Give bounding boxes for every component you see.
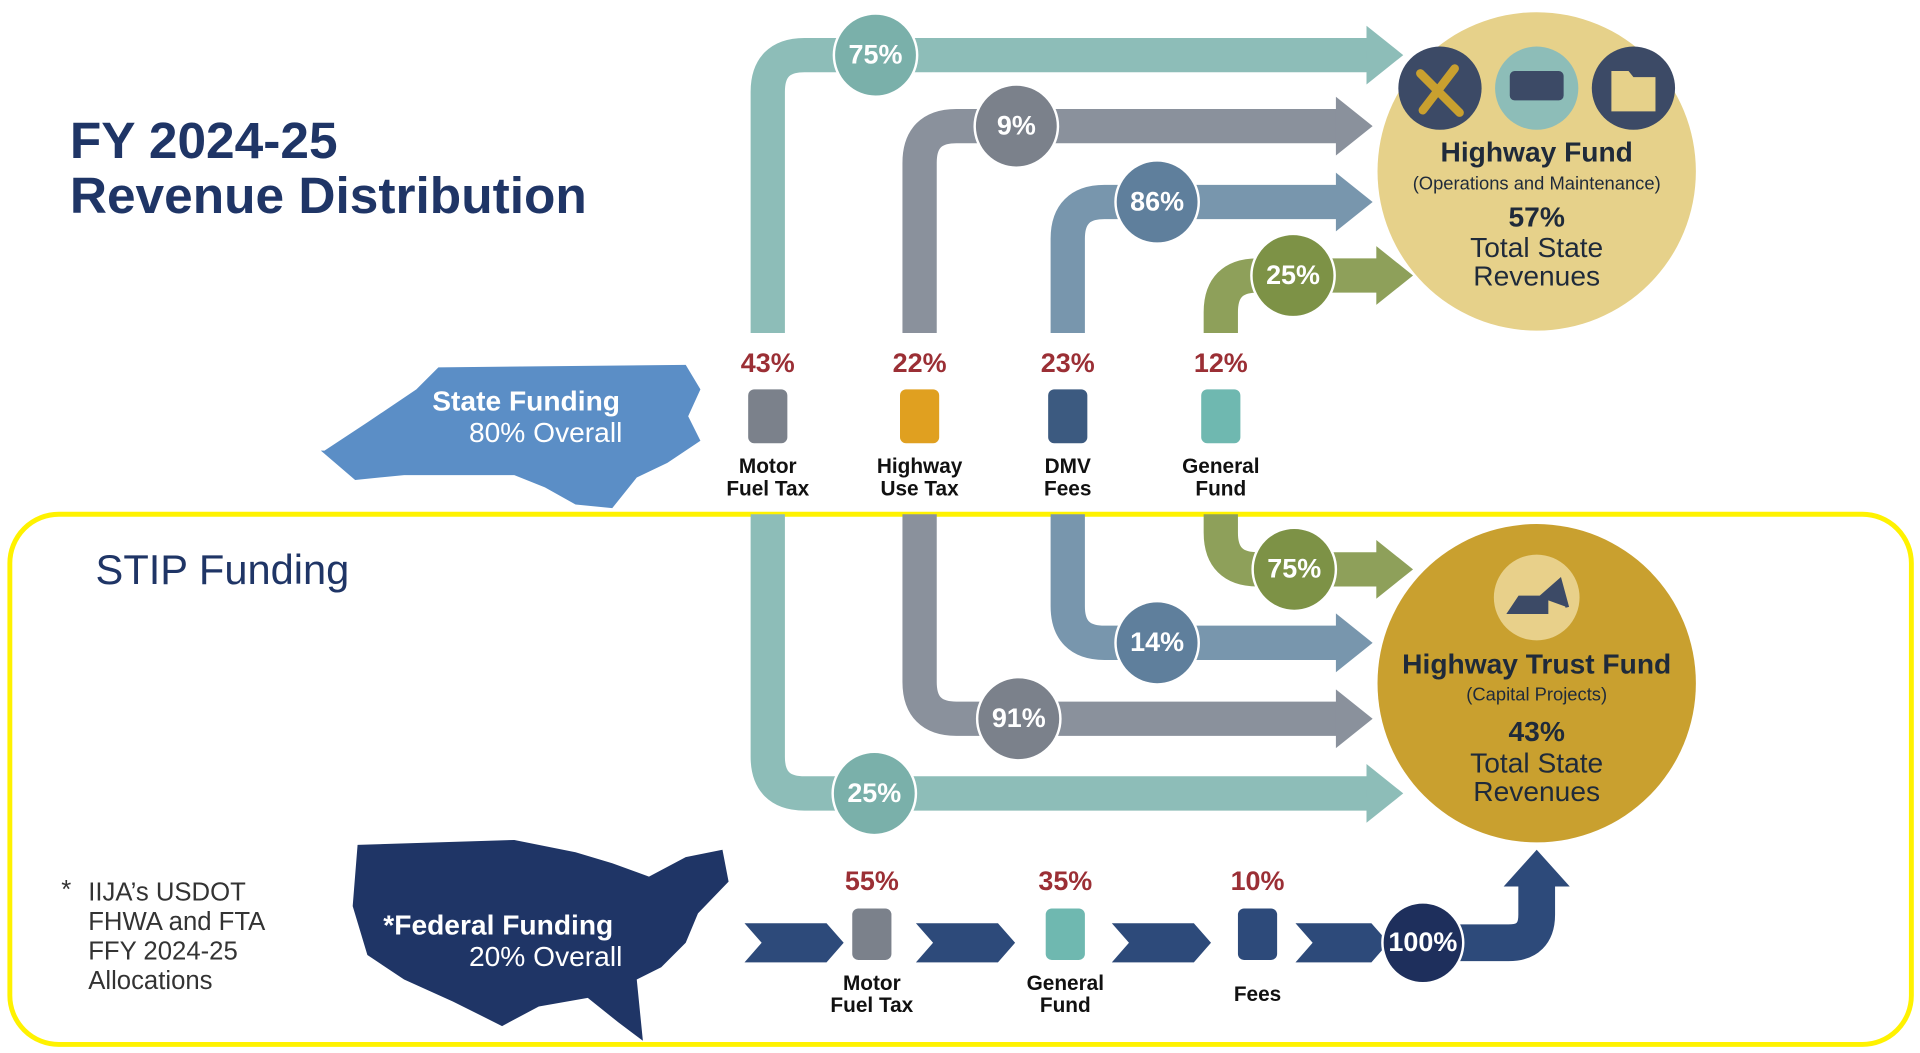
fund-subtitle: (Capital Projects): [1466, 683, 1607, 704]
source-share: 43%: [741, 348, 795, 378]
federal-chevron: [1295, 923, 1389, 963]
state-funding-label: State Funding: [432, 385, 620, 416]
flow-band: [1050, 514, 1341, 660]
flow-band: [902, 108, 1341, 334]
stip-frame: [7, 511, 1914, 1047]
fund-share: 57%: [1509, 202, 1565, 233]
flow-percent: 86%: [1130, 186, 1184, 216]
icon-transport-glyph: [1509, 71, 1564, 101]
source-name: Fees: [1044, 477, 1091, 500]
flow-percent: 9%: [997, 110, 1036, 140]
icon-tools-glyph: [1416, 64, 1464, 117]
federal-source-icon: [1045, 908, 1085, 960]
flow-percent: 25%: [847, 778, 901, 808]
source-name: Highway: [877, 455, 963, 478]
source-name: Fuel Tax: [726, 477, 809, 500]
source-name: Use Tax: [880, 477, 959, 500]
flow-arrowhead: [1335, 172, 1373, 232]
trust-fund-circle: [1377, 524, 1696, 843]
flow-circle: [973, 83, 1060, 169]
flow-percent: 14%: [1130, 627, 1184, 657]
flow-circle: [1114, 599, 1200, 686]
flow-circle: [831, 750, 918, 837]
source-name: Motor: [739, 455, 797, 478]
fund-description: Total State: [1470, 232, 1603, 263]
fund-name: Highway Fund: [1440, 137, 1632, 168]
federal-arrowhead: [1503, 849, 1570, 887]
flow-band: [902, 514, 1341, 736]
federal-funding-share: 20% Overall: [469, 941, 622, 972]
federal-source-name: Fund: [1040, 994, 1091, 1017]
fund-description: Revenues: [1473, 776, 1600, 807]
federal-chevron: [1111, 923, 1212, 963]
source-share: 22%: [893, 348, 947, 378]
federal-source-name: Fuel Tax: [830, 994, 913, 1017]
flow-arrowhead: [1366, 25, 1404, 85]
flow-circle: [1114, 159, 1200, 245]
flow-circle: [975, 675, 1062, 762]
federal-source-name: Motor: [843, 972, 901, 995]
flow-circle: [1251, 526, 1338, 613]
fund-name: Highway Trust Fund: [1402, 649, 1671, 680]
fund-subtitle: (Operations and Maintenance): [1413, 173, 1661, 194]
icon-excavator-glyph: [1506, 577, 1570, 615]
fund-description: Revenues: [1473, 260, 1600, 291]
federal-source-name: Fees: [1234, 983, 1281, 1006]
federal-source-share: 10%: [1231, 866, 1285, 896]
stip-label: STIP Funding: [96, 546, 350, 593]
footnote-line: FFY 2024-25: [88, 937, 238, 965]
flow-percent: 75%: [849, 39, 903, 69]
federal-source-icon: [852, 908, 892, 960]
flow-band: [1050, 184, 1341, 334]
source-share: 12%: [1194, 348, 1248, 378]
flow-arrowhead: [1376, 246, 1414, 305]
footnote-line: Allocations: [88, 967, 212, 995]
flow-arrowhead: [1376, 539, 1414, 599]
source-name: DMV: [1045, 455, 1091, 478]
state-funding-share: 80% Overall: [469, 417, 622, 448]
federal-chevron: [915, 923, 1016, 963]
source-share: 23%: [1041, 348, 1095, 378]
federal-source-share: 55%: [845, 866, 899, 896]
federal-source-name: General: [1027, 972, 1104, 995]
title-line: Revenue Distribution: [70, 166, 587, 224]
footnote-marker: *: [61, 876, 71, 904]
fund-share: 43%: [1509, 716, 1565, 747]
federal-source-icon: [1237, 908, 1278, 960]
federal-source-share: 35%: [1038, 866, 1092, 896]
flow-arrowhead: [1366, 764, 1404, 823]
source-icon: [1048, 389, 1088, 444]
footnote-line: IIJA’s USDOT: [88, 879, 246, 907]
federal-circle: [1381, 901, 1465, 985]
federal-funding-label: *Federal Funding: [383, 909, 613, 940]
flow-arrowhead: [1335, 689, 1373, 749]
flow-circle: [832, 12, 919, 98]
flow-arrowhead: [1335, 613, 1373, 673]
source-icon: [1201, 389, 1241, 444]
icon-folder-glyph: [1611, 71, 1656, 112]
flows: 75% 25% 9% 91% 86% 14% 25% 75%: [750, 12, 1414, 837]
flow-percent: 75%: [1267, 554, 1321, 584]
flow-band: [750, 514, 1372, 811]
flow-circle: [1250, 232, 1336, 319]
source-icon: [900, 389, 940, 444]
source-name: Fund: [1195, 477, 1246, 500]
federal-band: [1457, 884, 1556, 962]
flow-arrowhead: [1335, 96, 1373, 156]
federal-percent: 100%: [1388, 927, 1457, 957]
source-name: General: [1182, 455, 1259, 478]
flow-percent: 25%: [1266, 260, 1320, 290]
federal-chevron: [744, 923, 844, 963]
source-icon: [748, 389, 788, 444]
flow-percent: 91%: [992, 703, 1046, 733]
fund-description: Total State: [1470, 748, 1603, 779]
nc-map: [320, 364, 701, 509]
us-map: [352, 839, 729, 1041]
title-line: FY 2024-25: [70, 111, 338, 169]
flow-band: [750, 37, 1372, 334]
footnote-line: FHWA and FTA: [88, 908, 266, 936]
